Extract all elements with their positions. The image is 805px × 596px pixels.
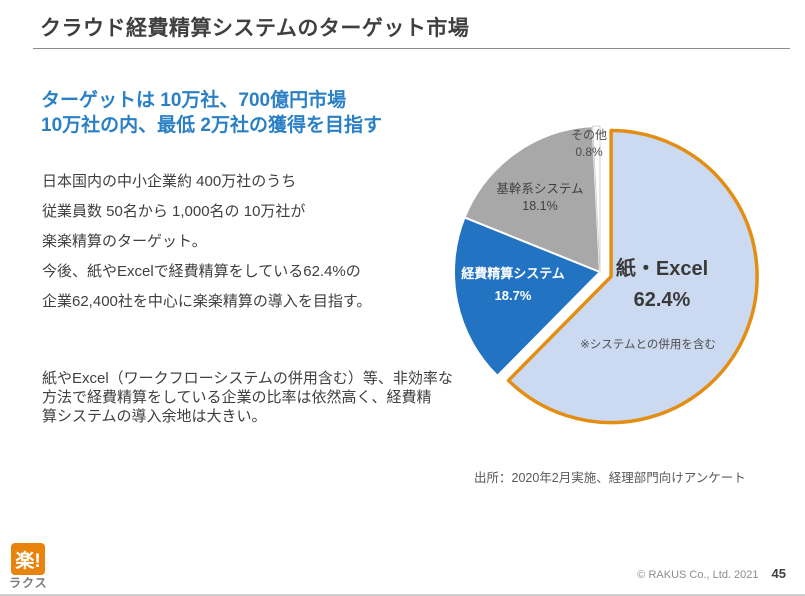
slice-value: 18.1%: [522, 199, 558, 213]
pie-label-paper-excel: 紙・Excel 62.4%: [616, 254, 708, 316]
pie-label-other: その他 0.8%: [571, 127, 607, 161]
paragraph-line: 日本国内の中小企業約 400万社のうち: [42, 173, 297, 190]
paragraph-line: 従業員数 50名から 1,000名の 10万社が: [42, 203, 306, 220]
headline-line-1: ターゲットは 10万社、700億円市場: [41, 90, 347, 111]
slice-name: 紙・Excel: [615, 258, 709, 280]
slice-value: 62.4%: [633, 289, 691, 311]
title-underline: [33, 48, 790, 49]
paragraph-line: 楽楽精算のターゲット。: [42, 233, 207, 250]
slice-name: 経費精算システム: [461, 266, 565, 281]
pie-footnote: ※システムとの併用を含む: [580, 339, 716, 351]
pie-label-core-system: 基幹系システム 18.1%: [496, 181, 583, 215]
copyright-text: © RAKUS Co., Ltd. 2021: [637, 569, 759, 581]
slice-name: その他: [570, 128, 608, 142]
paragraph-line: 企業62,400社を中心に楽楽精算の導入を目指す。: [42, 293, 372, 310]
slice-value: 0.8%: [575, 145, 603, 159]
headline-line-2: 10万社の内、最低 2万社の獲得を目指す: [41, 115, 382, 136]
headline: ターゲットは 10万社、700億円市場 10万社の内、最低 2万社の獲得を目指す: [41, 88, 382, 138]
pie-slice-1: [453, 216, 601, 377]
paragraph-line: 紙やExcel（ワークフローシステムの併用含む）等、非効率な: [42, 370, 453, 387]
slice-value: 18.7%: [494, 288, 532, 303]
slide-footer: © RAKUS Co., Ltd. 2021 45: [637, 566, 786, 581]
paragraph-line: 算システムの導入余地は大きい。: [42, 408, 267, 425]
company-logo: 楽!: [11, 543, 45, 575]
page-number: 45: [771, 566, 786, 581]
body-paragraph-2: 紙やExcel（ワークフローシステムの併用含む）等、非効率な 方法で経費精算をし…: [42, 369, 462, 426]
source-note: 出所：2020年2月実施、経理部門向けアンケート: [474, 471, 746, 485]
page-title: クラウド経費精算システムのターゲット市場: [40, 17, 470, 40]
paragraph-line: 今後、紙やExcelで経費精算をしている62.4%の: [42, 263, 361, 280]
body-paragraph-1: 日本国内の中小企業約 400万社のうち 従業員数 50名から 1,000名の 1…: [42, 167, 371, 317]
paragraph-line: 方法で経費精算をしている企業の比率は依然高く、経費精: [42, 389, 432, 406]
logo-name: ラクス: [9, 576, 48, 590]
logo-mark: 楽!: [15, 550, 41, 572]
pie-slice-0: [506, 128, 759, 425]
pie-slice-3: [592, 125, 601, 273]
pie-label-expense-system: 経費精算システム 18.7%: [461, 263, 565, 307]
pie-slice-2: [463, 125, 601, 273]
slice-name: 基幹系システム: [496, 182, 584, 196]
